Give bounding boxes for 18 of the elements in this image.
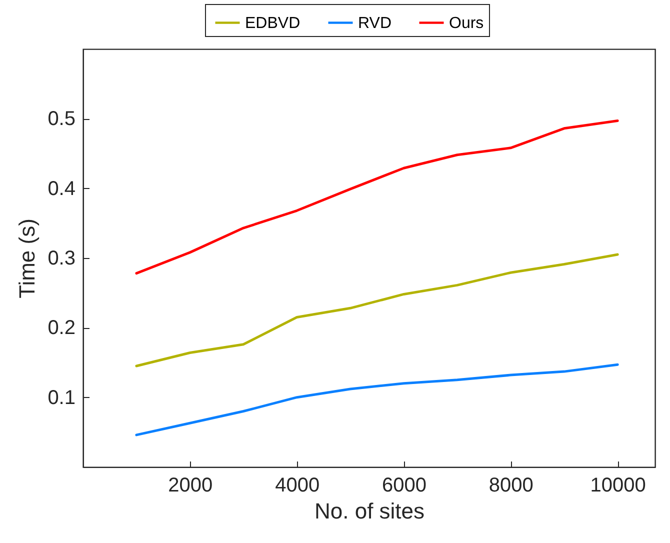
x-axis-title: No. of sites [314,498,425,524]
line-series [135,363,619,436]
x-tick-label: 2000 [168,474,213,496]
x-tick-label: 8000 [488,474,534,496]
legend-label: RVD [358,14,392,32]
x-tick-label: 6000 [382,474,426,496]
y-tick-label: 0.2 [48,317,76,340]
line-series [135,120,619,275]
y-axis-title: Time (s) [14,218,40,298]
x-tick-label: 10000 [590,474,646,496]
line-series [135,253,619,368]
y-tick-label: 0.1 [48,386,76,409]
y-tick-label: 0.3 [48,248,76,270]
legend-label: EDBVD [245,14,300,32]
x-tick-label: 4000 [275,474,320,496]
y-tick-label: 0.5 [48,108,76,130]
legend-label: Ours [449,14,484,32]
y-tick-label: 0.4 [48,178,76,200]
